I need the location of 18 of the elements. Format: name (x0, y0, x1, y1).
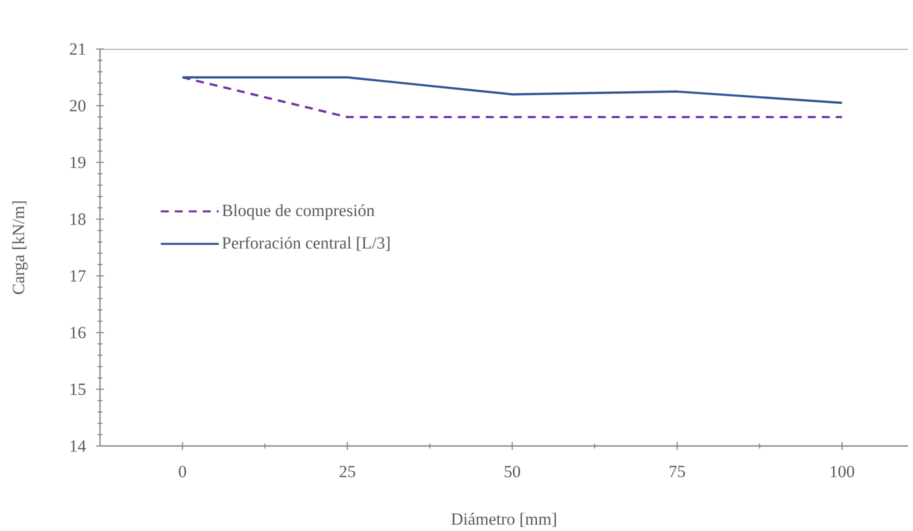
x-axis-title: Diámetro [mm] (451, 512, 556, 527)
legend-label: Perforación central [L/3] (222, 236, 390, 251)
y-tick-label: 20 (70, 100, 86, 112)
x-tick-label: 0 (178, 466, 186, 478)
legend-label: Bloque de compresión (222, 204, 374, 220)
x-tick-label: 100 (830, 466, 854, 478)
y-tick-label: 21 (70, 43, 86, 55)
line-series (181, 76, 844, 104)
x-tick-label: 75 (670, 466, 685, 478)
y-tick-label: 17 (70, 270, 86, 282)
y-tick-label: 18 (70, 213, 86, 225)
y-axis-title: Carga [kN/m] (12, 201, 28, 294)
y-tick-label: 16 (70, 326, 86, 338)
y-tick-label: 14 (70, 440, 86, 452)
y-tick-label: 15 (70, 384, 86, 395)
y-tick-label: 19 (70, 156, 86, 168)
x-tick-label: 50 (504, 466, 520, 478)
x-tick-label: 25 (340, 466, 356, 478)
